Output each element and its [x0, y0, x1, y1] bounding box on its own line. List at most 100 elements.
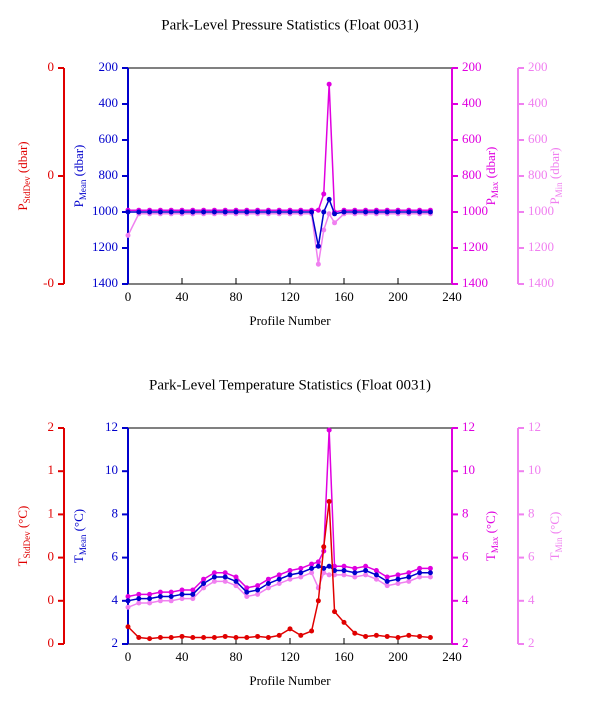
y-tick-label: 10: [528, 462, 541, 477]
data-point: [427, 209, 433, 215]
y-axis-label: PStdDev (dbar): [15, 141, 32, 210]
y-axis-label-sub: Max: [490, 536, 500, 553]
data-point: [125, 232, 131, 238]
x-tick-label: 0: [125, 289, 132, 304]
data-point: [315, 563, 321, 569]
chart-title: Park-Level Temperature Statistics (Float…: [149, 377, 431, 393]
data-point: [373, 576, 379, 582]
data-point: [352, 209, 358, 215]
data-point: [265, 585, 271, 591]
data-point: [321, 191, 327, 197]
data-point: [384, 583, 390, 589]
data-point: [276, 209, 282, 215]
data-point: [315, 598, 321, 604]
y-tick-label: 600: [528, 131, 548, 146]
data-point: [255, 583, 261, 589]
data-point: [136, 635, 142, 641]
data-point: [211, 578, 217, 584]
data-point: [298, 209, 304, 215]
data-point: [157, 593, 163, 599]
y-tick-label: 8: [462, 505, 469, 520]
data-point: [395, 581, 401, 587]
data-point: [222, 209, 228, 215]
data-point: [395, 209, 401, 215]
data-point: [211, 574, 217, 580]
x-tick-label: 40: [176, 289, 189, 304]
y-axis-label: TStdDev (°C): [15, 506, 32, 567]
data-point: [136, 591, 142, 597]
data-point: [136, 209, 142, 215]
y-tick-label: 1200: [92, 239, 118, 254]
data-point: [326, 572, 332, 578]
data-point: [211, 570, 217, 576]
y-tick-label: 8: [112, 505, 119, 520]
data-point: [211, 635, 217, 641]
y-axis-label: PMean (dbar): [71, 145, 88, 208]
y-axis-label-base: T: [483, 553, 498, 561]
data-point: [352, 565, 358, 571]
y-tick-label: 4: [462, 592, 469, 607]
data-point: [321, 570, 327, 576]
data-point: [222, 574, 228, 580]
data-point: [136, 596, 142, 602]
data-point: [265, 209, 271, 215]
data-point: [326, 196, 332, 202]
data-point: [168, 589, 174, 595]
data-point: [352, 570, 358, 576]
y-tick-label: 200: [99, 59, 119, 74]
y-tick-label: 0: [48, 592, 55, 607]
data-point: [384, 574, 390, 580]
data-point: [321, 544, 327, 550]
y-tick-label: 800: [462, 167, 482, 182]
y-tick-label: 1000: [462, 203, 488, 218]
data-point: [276, 572, 282, 578]
data-point: [406, 209, 412, 215]
data-point: [265, 581, 271, 587]
y-tick-label: -0: [43, 275, 54, 290]
series-line: [127, 212, 431, 265]
x-tick-label: 80: [230, 289, 243, 304]
y-axis-label-base: T: [15, 558, 30, 566]
y-tick-label: 0: [48, 549, 55, 564]
data-point: [406, 570, 412, 576]
y-axis-label-sub: Min: [554, 537, 564, 553]
y-tick-label: 200: [462, 59, 482, 74]
data-point: [233, 209, 239, 215]
series-line: [128, 197, 431, 247]
data-point: [352, 574, 358, 580]
data-point: [341, 619, 347, 625]
data-point: [222, 578, 228, 584]
x-axis-label: Profile Number: [249, 673, 331, 688]
data-point: [373, 209, 379, 215]
y-axis-label: PMin (dbar): [547, 147, 564, 204]
x-tick-label: 200: [388, 289, 408, 304]
data-point: [417, 633, 423, 639]
series-line: [127, 430, 431, 598]
data-point: [201, 635, 207, 641]
y-axis-label-unit: (dbar): [71, 145, 86, 180]
y-axis-label-sub: StdDev: [22, 176, 32, 204]
data-point: [427, 570, 433, 576]
data-point: [157, 209, 163, 215]
data-point: [201, 581, 207, 587]
data-point: [363, 209, 369, 215]
series-line: [128, 84, 431, 213]
data-point: [332, 609, 338, 615]
y-tick-label: 12: [462, 419, 475, 434]
data-point: [136, 600, 142, 606]
data-point: [363, 568, 369, 574]
data-point: [157, 635, 163, 641]
data-point: [287, 572, 293, 578]
x-tick-label: 200: [388, 649, 408, 664]
y-tick-label: 1000: [92, 203, 118, 218]
x-axis-label: Profile Number: [249, 313, 331, 328]
plot-frame: [127, 67, 453, 285]
data-point: [406, 574, 412, 580]
data-point: [190, 209, 196, 215]
data-point: [147, 591, 153, 597]
data-point: [255, 209, 261, 215]
data-point: [265, 635, 271, 641]
data-point: [321, 209, 327, 215]
